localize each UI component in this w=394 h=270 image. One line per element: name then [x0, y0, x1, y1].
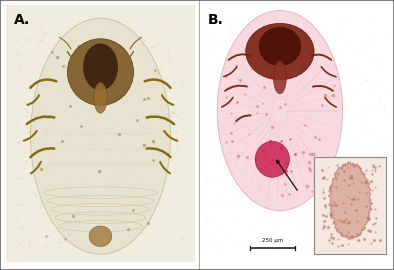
Text: 250 μm: 250 μm [262, 238, 283, 243]
Ellipse shape [217, 11, 343, 211]
Ellipse shape [246, 23, 314, 80]
Ellipse shape [67, 39, 134, 105]
Text: B.: B. [208, 13, 224, 27]
Ellipse shape [94, 82, 107, 113]
Text: A.: A. [13, 13, 30, 27]
Ellipse shape [255, 141, 290, 177]
Ellipse shape [30, 18, 171, 254]
Ellipse shape [259, 27, 301, 66]
Bar [314, 157, 386, 254]
Ellipse shape [89, 226, 112, 247]
Ellipse shape [273, 60, 286, 94]
Ellipse shape [84, 44, 117, 90]
Polygon shape [329, 162, 371, 239]
